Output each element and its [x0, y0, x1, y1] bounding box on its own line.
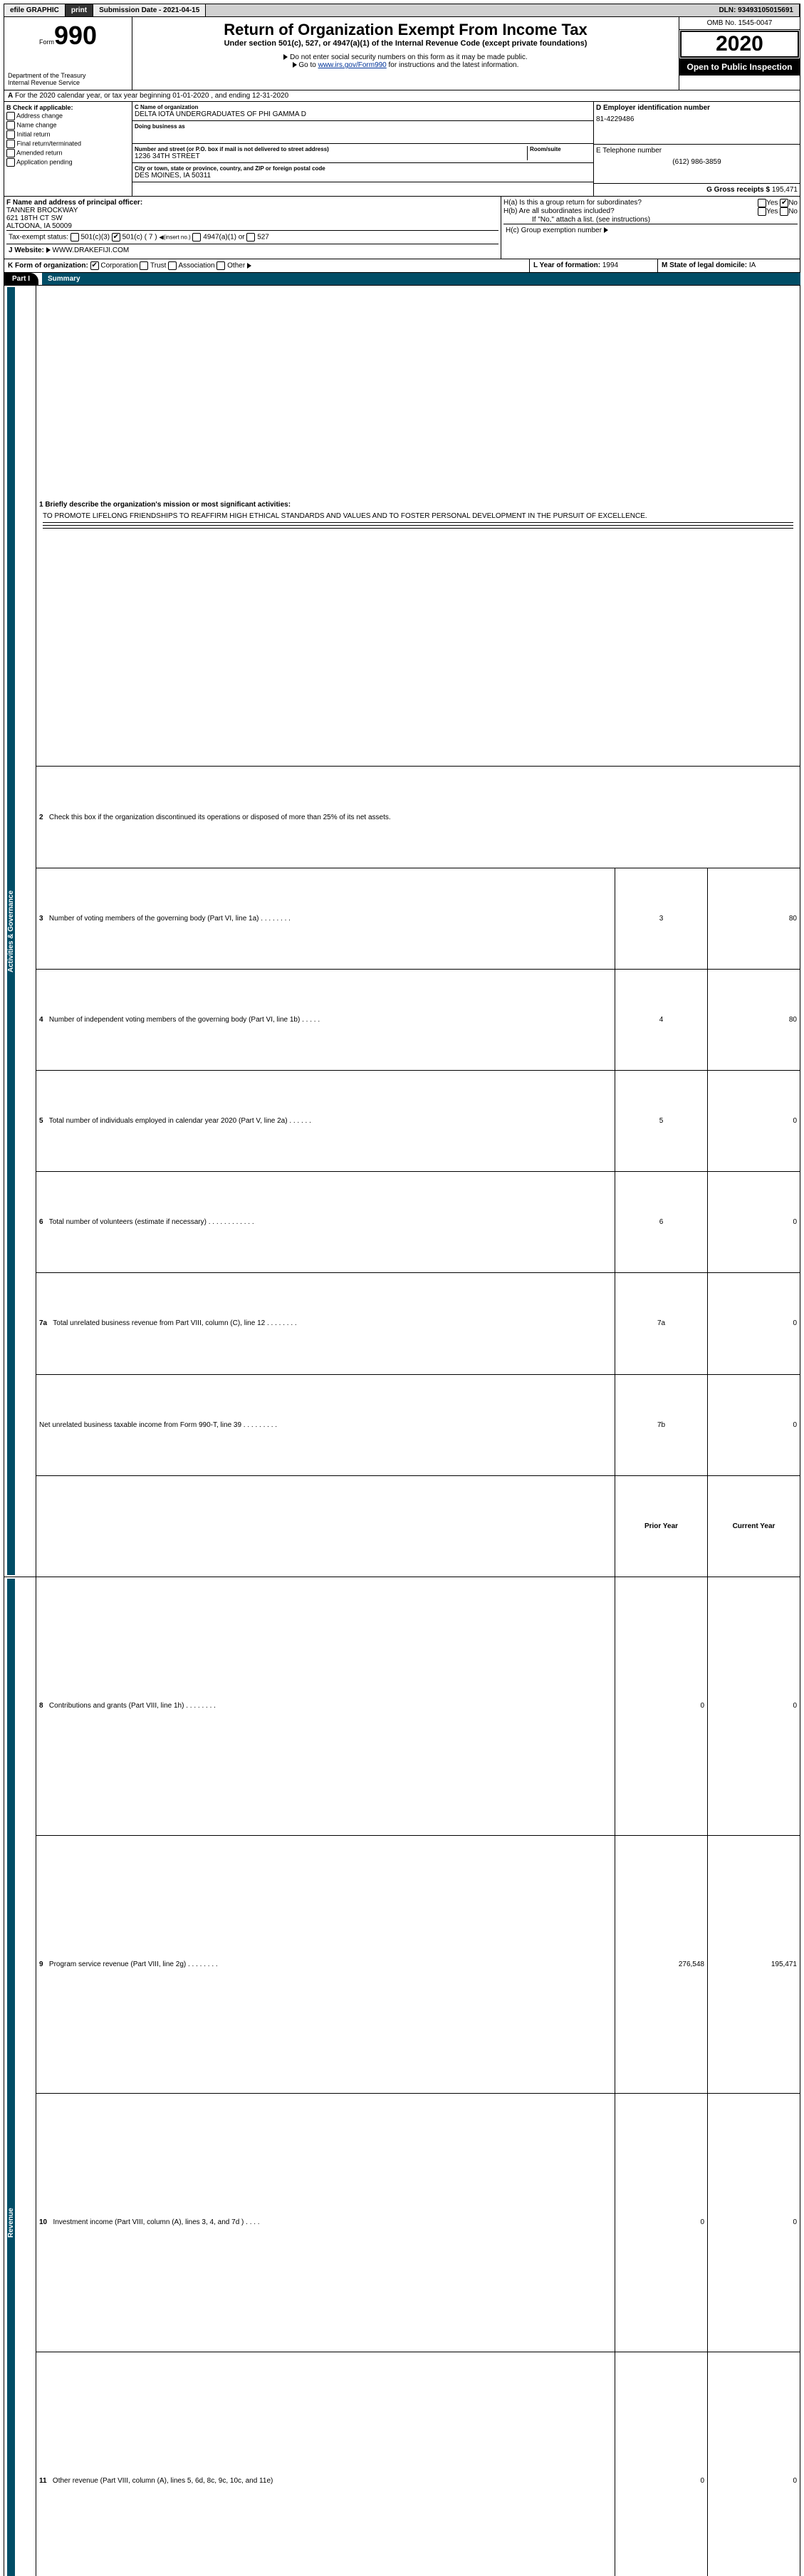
submission-date: Submission Date - 2021-04-15 [93, 4, 206, 16]
part1-header: Part I Summary [4, 273, 800, 285]
checkbox-hb-no[interactable] [780, 207, 788, 216]
omb-number: OMB No. 1545-0047 [679, 17, 800, 30]
telephone: (612) 986-3859 [596, 158, 798, 166]
org-city: DES MOINES, IA 50311 [135, 172, 591, 180]
year-formation: 1994 [602, 261, 618, 269]
checkbox-hb-yes[interactable] [758, 207, 766, 216]
checkbox-ha-no[interactable] [780, 199, 788, 207]
form-subtitle: Under section 501(c), 527, or 4947(a)(1)… [136, 39, 675, 48]
arrow-icon [283, 54, 288, 60]
tax-year: 2020 [680, 31, 799, 58]
print-button[interactable]: print [66, 4, 93, 16]
checkbox-trust[interactable] [140, 261, 148, 270]
state-domicile: IA [749, 261, 756, 269]
tax-exempt-label: Tax-exempt status: [9, 234, 68, 242]
irs-link[interactable]: www.irs.gov/Form990 [318, 61, 387, 69]
checkbox-assoc[interactable] [168, 261, 177, 270]
checkbox-corp[interactable] [90, 261, 99, 270]
val-7b: 0 [708, 1374, 800, 1475]
checkbox-final[interactable] [6, 140, 15, 148]
officer-name: TANNER BROCKWAY [6, 207, 498, 214]
checkbox-address[interactable] [6, 112, 15, 120]
checkbox-4947[interactable] [192, 233, 201, 242]
checkbox-name[interactable] [6, 121, 15, 130]
form-label: Form [39, 38, 54, 46]
val-4: 80 [708, 969, 800, 1070]
website: WWW.DRAKEFIJI.COM [52, 246, 129, 254]
vtab-governance: Activities & Governance [7, 287, 15, 1575]
open-public: Open to Public Inspection [679, 58, 800, 76]
arrow-icon [293, 62, 297, 68]
efile-label: efile GRAPHIC [4, 4, 66, 16]
checkbox-other[interactable] [216, 261, 225, 270]
sections-k-m: K Form of organization: Corporation Trus… [4, 259, 800, 273]
org-street: 1236 34TH STREET [135, 152, 527, 160]
form-header: Form990 Department of the Treasury Inter… [4, 17, 800, 90]
vtab-revenue: Revenue [7, 1579, 15, 2576]
note-ssn: Do not enter social security numbers on … [290, 53, 527, 61]
gross-receipts: 195,471 [772, 186, 798, 194]
val-7a: 0 [708, 1273, 800, 1374]
officer-addr2: ALTOONA, IA 50009 [6, 222, 498, 230]
checkbox-527[interactable] [246, 233, 255, 242]
mission-text: TO PROMOTE LIFELONG FRIENDSHIPS TO REAFF… [43, 512, 793, 520]
org-name: DELTA IOTA UNDERGRADUATES OF PHI GAMMA D [135, 110, 591, 118]
checkbox-501c[interactable] [112, 233, 120, 242]
checkbox-501c3[interactable] [71, 233, 79, 242]
arrow-icon [247, 263, 251, 269]
sections-f-h: F Name and address of principal officer:… [4, 197, 800, 259]
dept-label: Department of the Treasury Internal Reve… [8, 72, 128, 86]
arrow-icon [604, 227, 608, 233]
checkbox-amended[interactable] [6, 149, 15, 157]
officer-addr1: 621 18TH CT SW [6, 214, 498, 222]
checkbox-pending[interactable] [6, 158, 15, 167]
val-6: 0 [708, 1172, 800, 1273]
sections-b-g: B Check if applicable: Address change Na… [4, 102, 800, 197]
form-number: 990 [54, 21, 97, 50]
summary-table: Activities & Governance 1 Briefly descri… [4, 285, 800, 2576]
topbar: efile GRAPHIC print Submission Date - 20… [4, 4, 800, 17]
val-3: 80 [708, 868, 800, 969]
val-5: 0 [708, 1070, 800, 1171]
section-a: A For the 2020 calendar year, or tax yea… [4, 90, 800, 102]
form-title: Return of Organization Exempt From Incom… [136, 21, 675, 39]
dln: DLN: 93493105015691 [713, 4, 800, 16]
section-c: C Name of organization DELTA IOTA UNDERG… [132, 102, 593, 196]
ein: 81-4229486 [596, 115, 798, 123]
section-b: B Check if applicable: Address change Na… [4, 102, 132, 196]
checkbox-ha-yes[interactable] [758, 199, 766, 207]
sections-d-g: D Employer identification number 81-4229… [593, 102, 800, 196]
checkbox-initial[interactable] [6, 130, 15, 139]
arrow-icon [46, 247, 51, 253]
